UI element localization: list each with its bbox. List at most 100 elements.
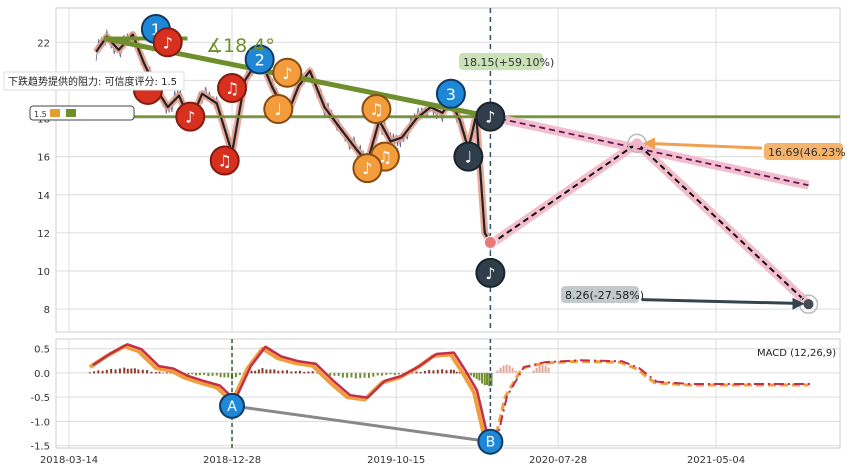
marker-circle-13 [475, 101, 506, 132]
marker-11: ♪ [352, 153, 383, 184]
y-tick-label-upper-1: 10 [37, 267, 50, 278]
macd-hist-bar-9 [126, 368, 129, 374]
macd-hist-bar-53 [298, 370, 301, 374]
bubble-3-text: 8.26(-27.58%) [565, 289, 644, 302]
macd-hist-bar-86 [441, 369, 444, 374]
macd-hist-bar-35 [227, 372, 230, 378]
macd-hist-bar-76 [397, 372, 400, 375]
macd-hist-bar-52 [294, 371, 297, 374]
macd-hist-bar-29 [203, 372, 206, 375]
upper-plot: 1♪♪♫♫2♪♩ ♫♫♪3♪♩♪ [56, 8, 840, 332]
divergence-marker-a: A [219, 392, 246, 419]
upper-panel [55, 7, 841, 333]
macd-hist-bar-79 [411, 372, 414, 374]
macd-hist-bar-99 [481, 372, 484, 384]
macd-hist-bar-44 [261, 368, 264, 374]
macd-hist-bar-69 [367, 372, 370, 378]
macd-hist-bar-98 [478, 372, 481, 381]
y-tick-label-lower-2: -0.5 [30, 393, 50, 404]
divergence-line [231, 404, 491, 444]
macd-hist-bar-50 [286, 370, 289, 374]
macd-hist-bar-7 [118, 368, 121, 374]
macd-hist-bar-102 [488, 372, 491, 387]
macd-hist-bar-18 [162, 372, 165, 374]
macd-hist-bar-8 [123, 367, 126, 374]
macd-hist-bar-6 [114, 369, 117, 374]
marker-circle-9 [361, 94, 392, 125]
macd-hist-bar-100 [483, 372, 486, 386]
macd-hist-bar-48 [277, 370, 280, 374]
macd-hist-bar-43 [257, 369, 260, 374]
divergence-circle-a [219, 392, 246, 419]
y-tick-label-upper-3: 14 [37, 191, 50, 202]
macd-hist-bar-95 [470, 372, 473, 376]
marker-5: ♫ [209, 145, 240, 176]
macd-forecast-hist-5 [511, 367, 514, 373]
macd-label: MACD (12,26,9) [757, 348, 836, 359]
marker-label-10: ♫ [378, 148, 392, 167]
marker-label-5: ♫ [218, 151, 232, 170]
x-tick-label-0: 2018-03-14 [40, 455, 98, 466]
macd-hist-bar-0 [88, 372, 91, 374]
tiny-badge-icon-2 [66, 109, 76, 117]
bubble-3: 8.26(-27.58%) [561, 286, 644, 303]
marker-circle-15 [475, 257, 506, 288]
marker-label-13: ♪ [485, 108, 495, 127]
macd-hist-bar-87 [445, 370, 448, 374]
macd-forecast-hist-1 [499, 367, 502, 373]
bubble-2: 16.69(46.23%) [764, 143, 847, 160]
macd-hist-bar-34 [223, 372, 226, 378]
macd-hist-bar-38 [238, 372, 241, 376]
macd-hist-bar-101 [485, 372, 488, 386]
marker-circle-8 [263, 94, 294, 125]
macd-hist-bar-15 [150, 371, 153, 374]
macd-hist-bar-56 [311, 371, 314, 374]
low-point-marker [483, 235, 497, 249]
macd-hist-bar-90 [455, 371, 458, 374]
marker-label-14: ♩ [465, 148, 473, 167]
divergence-label-b: B [486, 435, 496, 451]
macd-hist-bar-11 [133, 368, 136, 374]
macd-hist-bar-85 [436, 369, 439, 374]
marker-4: ♫ [217, 73, 248, 104]
macd-hist-bar-10 [130, 368, 133, 374]
arrow-3-head [792, 297, 805, 310]
macd-hist-bar-14 [146, 370, 149, 374]
marker-circle-7 [272, 57, 303, 88]
marker-7: ♪ [272, 57, 303, 88]
forecast-point-1 [803, 299, 814, 310]
macd-hist-bar-1 [93, 371, 96, 374]
macd-hist-bar-71 [376, 372, 379, 376]
marker-circle-6 [244, 44, 275, 75]
marker-12: 3 [435, 78, 466, 109]
macd-hist-bar-81 [419, 371, 422, 374]
arrow-2-head [643, 137, 656, 150]
marker-label-6: 2 [255, 50, 265, 69]
macd-hist-bar-96 [473, 372, 476, 378]
macd-hist-bar-46 [269, 369, 272, 374]
macd-hist-bar-67 [359, 372, 362, 379]
marker-15: ♪ [475, 257, 506, 288]
macd-hist-bar-45 [265, 369, 268, 374]
macd-hist-bar-97 [475, 372, 478, 379]
marker-label-15: ♪ [485, 264, 495, 283]
y-tick-label-upper-2: 12 [37, 229, 50, 240]
macd-hist-bar-27 [195, 372, 198, 376]
marker-14: ♩ [453, 141, 484, 172]
macd-hist-bar-42 [254, 370, 257, 374]
macd-hist-bar-66 [354, 372, 357, 379]
macd-hist-bar-13 [141, 369, 144, 374]
macd-hist-bar-75 [393, 372, 396, 375]
marker-13: ♪ [475, 101, 506, 132]
marker-label-11: ♪ [362, 159, 372, 178]
macd-forecast-line [494, 359, 811, 445]
macd-hist-bar-88 [449, 369, 452, 374]
marker-9: ♫ [361, 94, 392, 125]
macd-hist-bar-54 [303, 371, 306, 374]
marker-6: 2 [244, 44, 275, 75]
forecast-point-0 [632, 138, 643, 149]
bubble-2-text: 16.69(46.23%) [768, 146, 847, 159]
tiny-badge-icon-1 [50, 109, 60, 117]
bubble-1: 18.15(+59.10%) [459, 53, 554, 70]
